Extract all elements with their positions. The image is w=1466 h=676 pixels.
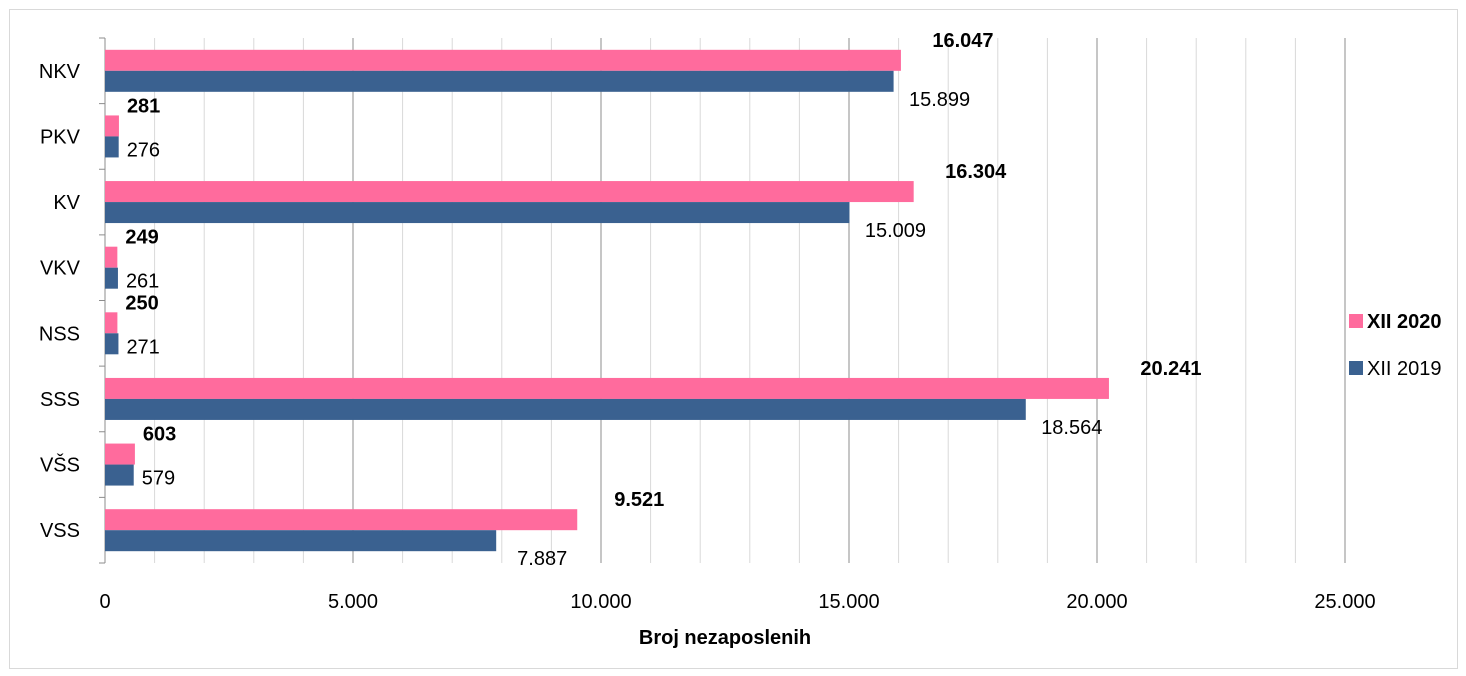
data-label: 276 [127, 139, 160, 161]
x-axis-title: Broj nezaposlenih [639, 627, 811, 649]
bar-xii-2019 [105, 136, 119, 158]
bar-xii-2019 [105, 202, 850, 224]
data-label: 249 [125, 227, 158, 249]
data-label: 7.887 [517, 548, 567, 570]
category-label: PKV [40, 126, 81, 148]
category-label: KV [53, 192, 80, 214]
data-label: 16.047 [932, 30, 993, 52]
bar-xii-2020 [105, 246, 118, 268]
x-tick-label: 10.000 [570, 591, 631, 613]
bar-xii-2019 [105, 530, 497, 552]
data-label: 20.241 [1140, 358, 1201, 380]
data-label: 9.521 [614, 489, 664, 511]
bar-xii-2019 [105, 464, 134, 486]
legend-swatch [1349, 361, 1363, 375]
bar-xii-2019 [105, 267, 118, 289]
x-tick-label: 25.000 [1314, 591, 1375, 613]
data-label: 281 [127, 95, 160, 117]
bar-xii-2020 [105, 115, 119, 137]
data-label: 603 [143, 424, 176, 446]
category-label: NKV [39, 61, 81, 83]
data-label: 261 [126, 271, 159, 293]
category-label: NSS [39, 323, 80, 345]
x-tick-label: 5.000 [328, 591, 378, 613]
x-tick-label: 0 [99, 591, 110, 613]
legend-swatch [1349, 314, 1363, 328]
data-label: 16.304 [945, 161, 1007, 183]
bar-xii-2019 [105, 70, 894, 92]
bar-xii-2019 [105, 333, 119, 355]
data-label: 271 [126, 336, 159, 358]
x-tick-label: 20.000 [1066, 591, 1127, 613]
bar-xii-2020 [105, 443, 135, 465]
data-label: 250 [125, 292, 158, 314]
legend-label: XII 2019 [1367, 358, 1442, 380]
bar-xii-2020 [105, 509, 578, 531]
bar-xii-2019 [105, 398, 1026, 420]
category-label: SSS [40, 389, 80, 411]
bar-xii-2020 [105, 312, 118, 334]
data-label: 15.899 [909, 89, 970, 111]
legend-label: XII 2020 [1367, 311, 1442, 333]
category-label: VKV [40, 258, 81, 280]
bar-xii-2020 [105, 49, 901, 71]
bar-xii-2020 [105, 181, 914, 203]
category-label: VŠS [40, 454, 80, 477]
chart-frame [9, 9, 1458, 669]
bar-xii-2020 [105, 377, 1109, 399]
x-tick-label: 15.000 [818, 591, 879, 613]
category-label: VSS [40, 520, 80, 542]
data-label: 18.564 [1041, 417, 1102, 439]
data-label: 579 [142, 468, 175, 490]
data-label: 15.009 [865, 220, 926, 242]
